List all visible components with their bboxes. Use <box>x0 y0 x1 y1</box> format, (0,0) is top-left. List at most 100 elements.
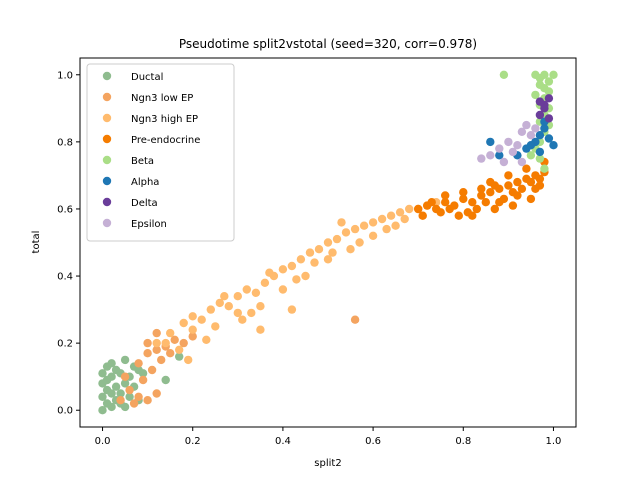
data-point <box>120 372 130 381</box>
data-point <box>161 375 170 385</box>
data-point <box>486 151 495 160</box>
data-point <box>513 191 522 200</box>
data-point <box>481 198 490 207</box>
data-point <box>535 181 545 190</box>
data-point <box>292 275 301 284</box>
data-point <box>468 211 477 220</box>
legend-label: Ngn3 high EP <box>131 114 198 125</box>
legend-marker <box>102 176 112 186</box>
data-point <box>508 201 518 210</box>
data-point <box>287 305 297 314</box>
data-point <box>499 157 509 167</box>
data-point <box>535 110 545 120</box>
data-point <box>278 265 288 274</box>
data-point <box>454 211 463 220</box>
legend-marker <box>102 71 112 81</box>
series-epsilon <box>477 120 540 167</box>
data-point <box>143 396 152 405</box>
x-axis-label: split2 <box>314 458 341 469</box>
data-point <box>355 238 364 247</box>
legend-label: Delta <box>131 198 158 209</box>
x-axis: 0.0 0.2 0.4 0.6 0.8 1.0 <box>95 427 562 447</box>
y-tick-label: 0.0 <box>57 406 73 417</box>
y-tick-label: 0.4 <box>57 272 73 283</box>
legend-marker <box>102 92 112 102</box>
data-point <box>125 392 134 401</box>
data-point <box>540 104 549 113</box>
y-axis-label: total <box>31 231 42 254</box>
data-point <box>531 90 540 100</box>
data-point <box>418 211 427 220</box>
legend-marker <box>102 113 112 123</box>
data-point <box>152 389 161 398</box>
data-point <box>544 77 554 86</box>
data-point <box>495 151 504 160</box>
x-tick-label: 0.0 <box>95 436 111 447</box>
data-point <box>540 124 549 133</box>
data-point <box>134 392 143 401</box>
data-point <box>287 261 297 271</box>
legend-marker <box>102 197 112 207</box>
data-point <box>477 191 486 200</box>
data-point <box>328 248 337 257</box>
data-point <box>504 181 513 190</box>
data-point <box>436 208 445 217</box>
data-point <box>120 355 130 365</box>
data-point <box>549 141 558 150</box>
data-point <box>184 355 193 365</box>
data-point <box>206 305 215 314</box>
data-point <box>341 228 351 237</box>
data-point <box>490 204 499 214</box>
data-point <box>386 211 396 220</box>
data-point <box>143 338 152 348</box>
data-point <box>549 70 558 80</box>
data-point <box>323 255 333 264</box>
data-point <box>233 308 242 318</box>
data-point <box>414 204 423 214</box>
data-point <box>242 285 251 294</box>
data-point <box>544 94 554 103</box>
data-point <box>296 255 306 264</box>
data-point <box>116 389 125 398</box>
x-tick-label: 1.0 <box>546 436 562 447</box>
data-point <box>260 278 270 287</box>
data-point <box>522 164 531 173</box>
data-point <box>395 208 405 217</box>
data-point <box>526 131 536 140</box>
data-point <box>98 369 107 378</box>
data-point <box>166 349 175 358</box>
data-point <box>152 328 161 338</box>
data-point <box>486 137 495 147</box>
data-point <box>472 204 481 214</box>
data-point <box>459 194 468 204</box>
data-point <box>526 141 536 150</box>
x-tick-label: 0.4 <box>275 436 291 447</box>
legend: Ductal Ngn3 low EP Ngn3 high EP Pre-endocri… <box>86 63 235 242</box>
data-point <box>224 302 233 311</box>
data-point <box>301 271 310 281</box>
data-point <box>535 154 545 163</box>
data-point <box>468 198 477 207</box>
data-point <box>332 234 342 244</box>
data-point <box>202 335 211 344</box>
data-point <box>517 127 527 136</box>
data-point <box>337 218 346 227</box>
data-point <box>517 184 527 193</box>
data-point <box>175 345 184 354</box>
series-delta <box>535 94 554 123</box>
x-tick-label: 0.6 <box>365 436 381 447</box>
legend-label: Pre-endocrine <box>131 135 200 146</box>
data-point <box>247 308 256 318</box>
data-point <box>544 114 554 123</box>
data-point <box>499 70 509 80</box>
data-point <box>427 198 436 207</box>
plot-frame <box>79 57 577 428</box>
data-point <box>147 365 157 375</box>
data-point <box>152 338 161 348</box>
data-point <box>359 221 369 230</box>
data-point <box>98 406 107 415</box>
data-point <box>179 338 188 348</box>
data-point <box>125 385 134 395</box>
data-point <box>98 392 107 401</box>
data-point <box>400 214 409 224</box>
